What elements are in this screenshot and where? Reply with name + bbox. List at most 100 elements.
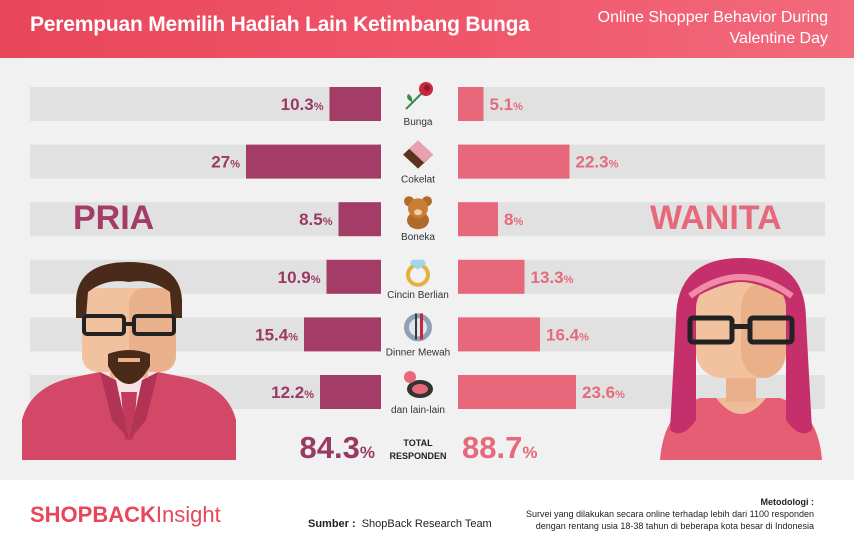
- value-label-wanita-number: 13.3: [531, 268, 564, 287]
- value-label-wanita-unit: %: [615, 389, 625, 401]
- rose-icon: [405, 82, 433, 110]
- value-label-pria-number: 27: [211, 153, 230, 172]
- bear-head: [408, 198, 428, 219]
- woman-illustration-icon: [660, 258, 822, 460]
- source-label: Sumber :: [308, 518, 356, 530]
- value-label-wanita-unit: %: [564, 274, 574, 286]
- value-label-wanita: 16.4%: [546, 325, 589, 344]
- methodology-line-2: dengan rentang usia 18-38 tahun di beber…: [535, 521, 814, 531]
- bar-pria: [320, 375, 381, 409]
- total-right-value: 88.7%: [462, 430, 537, 465]
- value-label-pria-number: 15.4: [255, 325, 289, 344]
- value-label-pria-unit: %: [311, 274, 321, 286]
- value-label-pria: 12.2%: [271, 383, 314, 402]
- bar-wanita: [458, 259, 525, 294]
- bar-wanita: [458, 375, 576, 409]
- methodology-title: Metodologi :: [760, 497, 815, 507]
- value-label-pria-number: 10.3: [281, 95, 314, 114]
- value-label-pria-number: 8.5: [299, 210, 323, 229]
- value-label-wanita-unit: %: [579, 331, 589, 343]
- total-left-unit: %: [360, 443, 375, 462]
- header-banner: Perempuan Memilih Hadiah Lain Ketimbang …: [0, 0, 854, 58]
- blush-puff: [404, 371, 416, 383]
- bar-wanita: [458, 144, 570, 179]
- rose-center: [424, 85, 430, 91]
- value-label-wanita-number: 23.6: [582, 383, 615, 402]
- total-right-number: 88.7: [462, 430, 522, 465]
- methodology-line-1: Survei yang dilakukan secara online terh…: [525, 509, 814, 519]
- bar-pria: [338, 202, 381, 237]
- row-background-right: [458, 202, 825, 237]
- value-label-wanita: 13.3%: [531, 268, 574, 287]
- category-label: Cokelat: [401, 175, 435, 186]
- value-label-wanita: 23.6%: [582, 383, 625, 402]
- value-label-pria-unit: %: [314, 101, 324, 113]
- bar-wanita: [458, 87, 484, 121]
- row-background-right: [458, 87, 825, 121]
- value-label-wanita-unit: %: [609, 159, 619, 171]
- value-label-wanita-unit: %: [513, 101, 523, 113]
- value-label-wanita: 8%: [504, 210, 523, 229]
- bar-pria: [329, 87, 381, 121]
- value-label-wanita-number: 16.4: [546, 325, 580, 344]
- bear-muzzle: [414, 209, 422, 216]
- total-left-number: 84.3: [300, 430, 360, 465]
- compact-powder: [412, 384, 428, 394]
- total-right-unit: %: [522, 443, 537, 462]
- source-value: ShopBack Research Team: [361, 518, 492, 530]
- bar-wanita: [458, 202, 498, 237]
- group-label-left: PRIA: [73, 199, 154, 237]
- category-label: Cincin Berlian: [387, 290, 449, 301]
- value-label-pria-number: 12.2: [271, 383, 304, 402]
- fork: [415, 313, 417, 340]
- value-label-pria-unit: %: [230, 159, 240, 171]
- category-label: Bunga: [404, 117, 433, 128]
- value-label-pria-unit: %: [304, 389, 314, 401]
- plate-center: [409, 318, 427, 337]
- value-label-pria: 8.5%: [299, 210, 333, 229]
- chocolate-icon: [403, 140, 433, 169]
- total-label-line2: RESPONDEN: [389, 451, 446, 461]
- man-illustration-icon: [22, 262, 236, 460]
- teddy-bear-icon: [404, 196, 432, 230]
- methodology-note: Metodologi : Survei yang dilakukan secar…: [454, 496, 814, 532]
- bar-pria: [246, 144, 381, 179]
- group-label-right: WANITA: [650, 199, 782, 237]
- knife: [420, 313, 423, 340]
- brand-main: SHOPBACK: [30, 502, 156, 527]
- bar-pria: [304, 317, 381, 352]
- bar-wanita: [458, 317, 540, 352]
- value-label-wanita: 22.3%: [576, 153, 619, 172]
- bar-pria: [326, 259, 381, 294]
- value-label-wanita-number: 5.1: [490, 95, 514, 114]
- category-label: dan lain-lain: [391, 405, 445, 416]
- value-label-wanita-number: 8: [504, 210, 513, 229]
- value-label-wanita-unit: %: [513, 216, 523, 228]
- category-label: Dinner Mewah: [386, 347, 450, 358]
- diamond-ring-icon: [406, 259, 430, 287]
- page-subtitle: Online Shopper Behavior During Valentine…: [597, 9, 828, 47]
- row-background-left: [30, 202, 381, 237]
- page-title: Perempuan Memilih Hadiah Lain Ketimbang …: [30, 13, 530, 36]
- value-label-wanita-number: 22.3: [576, 153, 609, 172]
- brand-sub: Insight: [155, 502, 221, 527]
- rose-leaf: [407, 94, 413, 102]
- ring-diamond: [410, 259, 426, 270]
- total-label-line1: TOTAL: [403, 438, 433, 448]
- value-label-pria-number: 10.9: [278, 268, 311, 287]
- value-label-wanita: 5.1%: [490, 95, 524, 114]
- footer: SHOPBACKInsight Sumber : ShopBack Researc…: [0, 480, 854, 544]
- brand-logo: SHOPBACKInsight: [30, 502, 221, 528]
- source-credit: Sumber : ShopBack Research Team: [308, 518, 492, 530]
- value-label-pria-unit: %: [323, 216, 333, 228]
- category-label: Boneka: [401, 232, 435, 243]
- value-label-pria: 15.4%: [255, 325, 298, 344]
- value-label-pria: 10.9%: [278, 268, 321, 287]
- value-label-pria: 27%: [211, 153, 240, 172]
- value-label-pria-unit: %: [288, 331, 298, 343]
- chocolate-wrapper: [409, 140, 433, 163]
- total-left-value: 84.3%: [300, 430, 375, 465]
- dinner-icon: [404, 313, 432, 342]
- value-label-pria: 10.3%: [281, 95, 324, 114]
